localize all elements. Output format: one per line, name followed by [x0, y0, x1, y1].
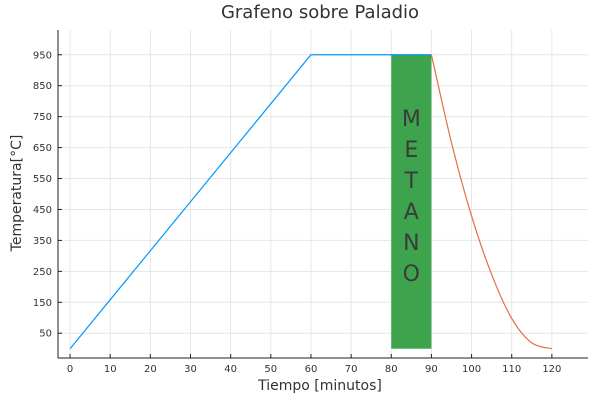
annotation-letter-4: N: [403, 231, 419, 256]
x-tick-label-6: 60: [305, 364, 318, 375]
y-tick-label-3: 350: [33, 236, 52, 247]
y-axis-ticks: 50 150 250 350 450 550 650 750 850 950: [33, 50, 62, 340]
series-layer: [69, 54, 553, 350]
annotation-letter-1: E: [404, 138, 418, 163]
x-tick-label-2: 20: [144, 364, 157, 375]
y-tick-label-8: 850: [33, 81, 52, 92]
annotation-letter-0: M: [402, 107, 421, 132]
x-tick-label-9: 90: [425, 364, 438, 375]
x-tick-label-8: 80: [385, 364, 398, 375]
shaded-region: [391, 54, 432, 349]
y-tick-label-7: 750: [33, 112, 52, 123]
series-line-0: [69, 54, 432, 350]
x-axis-title: Tiempo [minutos]: [257, 378, 382, 394]
x-tick-label-7: 70: [345, 364, 358, 375]
x-tick-label-12: 120: [542, 364, 561, 375]
y-tick-label-2: 250: [33, 267, 52, 278]
y-axis-title: Temperatura[°C]: [9, 135, 25, 253]
x-tick-label-3: 30: [184, 364, 197, 375]
grid: [58, 30, 588, 358]
x-tick-label-5: 50: [264, 364, 277, 375]
chart-title: Grafeno sobre Paladio: [221, 2, 419, 23]
x-tick-label-4: 40: [224, 364, 237, 375]
x-tick-label-1: 10: [104, 364, 117, 375]
y-tick-label-9: 950: [33, 50, 52, 61]
y-tick-label-4: 450: [33, 205, 52, 216]
annotation-letter-3: A: [404, 200, 419, 225]
annotation-letter-5: O: [403, 262, 420, 287]
y-tick-label-5: 550: [33, 174, 52, 185]
axes: [57, 30, 588, 359]
y-tick-label-6: 650: [33, 143, 52, 154]
y-tick-label-1: 150: [33, 298, 52, 309]
x-tick-label-0: 0: [67, 364, 73, 375]
x-tick-label-10: 100: [462, 364, 481, 375]
annotation-letter-2: T: [404, 169, 419, 194]
series-line-1: [430, 54, 553, 350]
x-axis-ticks: 0 10 20 30 40 50 60 70 80 90 100 110 120: [67, 354, 561, 375]
y-tick-label-0: 50: [39, 329, 52, 340]
x-tick-label-11: 110: [502, 364, 521, 375]
